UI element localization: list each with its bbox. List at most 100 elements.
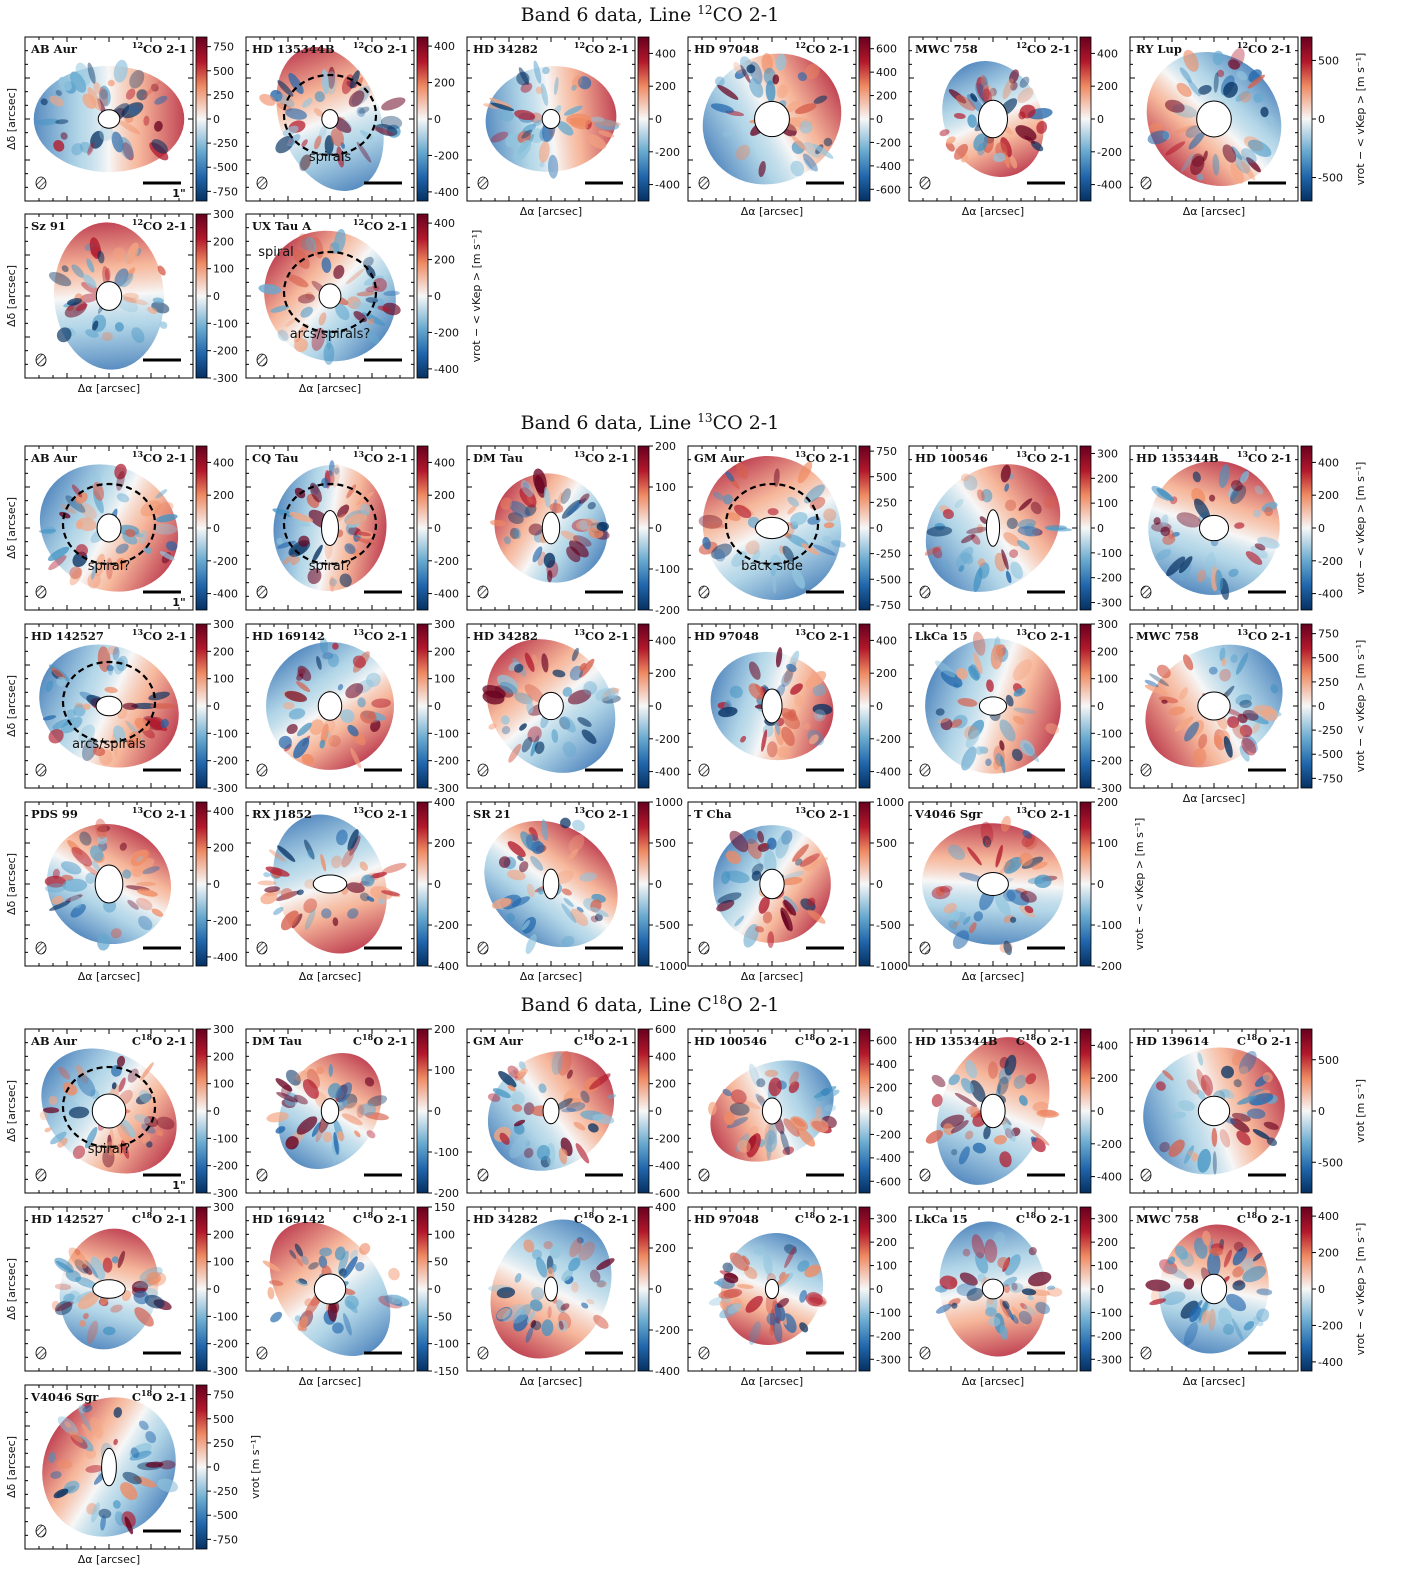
map-feature xyxy=(1024,135,1036,144)
colorbar xyxy=(1300,1028,1313,1194)
map-feature xyxy=(530,128,545,143)
map-feature xyxy=(45,883,67,893)
map-feature xyxy=(111,1256,119,1264)
map-feature xyxy=(740,735,747,743)
map-feature xyxy=(286,723,298,735)
title-part: Band 6 data, Line xyxy=(521,412,698,434)
map-feature xyxy=(773,468,780,487)
map-feature xyxy=(322,1131,333,1143)
map-feature xyxy=(592,1113,615,1125)
map-feature xyxy=(1030,1129,1050,1146)
target-name: HD 142527 xyxy=(31,629,104,643)
line-part: CO 2-1 xyxy=(1027,451,1071,465)
map-feature xyxy=(1205,551,1216,578)
map-feature xyxy=(556,121,574,136)
map-feature xyxy=(799,120,813,134)
x-axis-label: Δα [arcsec] xyxy=(299,970,361,983)
map-feature xyxy=(558,1320,564,1331)
colorbar-tick-label: 750 xyxy=(876,445,897,458)
beam xyxy=(1140,176,1152,190)
target-name: V4046 Sgr xyxy=(30,1390,99,1404)
map-feature xyxy=(372,277,387,292)
map-feature xyxy=(277,329,289,342)
colorbar-tick-label: -400 xyxy=(213,588,238,601)
map-feature xyxy=(552,669,566,678)
map-feature xyxy=(344,1102,359,1110)
map-feature xyxy=(1002,1300,1010,1310)
colorbar-tick-label: 0 xyxy=(876,1283,883,1296)
line-part: CO 2-1 xyxy=(585,629,629,643)
map-feature xyxy=(296,1116,318,1135)
map-feature xyxy=(142,866,160,875)
colorbar-tick-label: -100 xyxy=(1097,727,1122,740)
x-axis-label: Δα [arcsec] xyxy=(299,382,361,395)
title-part: Band 6 data, Line C xyxy=(521,994,712,1016)
map-feature xyxy=(758,896,770,914)
map-feature xyxy=(1231,1318,1244,1341)
map-feature xyxy=(1019,76,1030,88)
map-feature xyxy=(1010,561,1023,579)
target-name: LkCa 15 xyxy=(915,1212,968,1226)
map-feature xyxy=(297,665,312,682)
map-feature xyxy=(125,88,136,100)
line-part: 18 xyxy=(583,1032,595,1042)
map-feature xyxy=(710,103,734,114)
map-feature xyxy=(799,1322,809,1333)
colorbar-tick-label: -400 xyxy=(655,766,680,779)
colorbar-tick-label: -200 xyxy=(213,555,238,568)
map-feature xyxy=(160,718,169,729)
map-feature xyxy=(970,1105,978,1118)
beam xyxy=(477,585,489,599)
map-feature xyxy=(375,123,398,137)
map-feature xyxy=(43,1107,60,1114)
map-feature xyxy=(124,1516,134,1535)
map-feature xyxy=(136,855,144,863)
map-feature xyxy=(1020,1303,1028,1310)
colorbar-tick-label: 300 xyxy=(1097,1213,1118,1226)
map-feature xyxy=(742,1255,751,1265)
panel: HD 142527 C18O 2-1Δδ [arcsec]-300-200-100… xyxy=(5,1201,238,1378)
map-feature xyxy=(1168,706,1186,716)
map-feature xyxy=(1243,1320,1255,1331)
map-feature xyxy=(977,489,985,502)
map-feature xyxy=(568,1257,581,1272)
map-feature xyxy=(985,1307,997,1317)
map-feature xyxy=(82,737,98,761)
central-mask xyxy=(1200,1273,1228,1305)
colorbar-tick-label: 300 xyxy=(876,1213,897,1226)
map-feature xyxy=(498,1070,517,1088)
y-axis-label: Δδ [arcsec] xyxy=(5,853,18,915)
map-feature xyxy=(285,108,308,120)
map-feature xyxy=(567,848,579,861)
line-part: C xyxy=(132,1390,141,1404)
map-feature xyxy=(85,1464,103,1473)
map-feature xyxy=(346,882,365,893)
colorbar-tick-label: -300 xyxy=(876,1353,901,1366)
map-feature xyxy=(138,915,153,931)
map-feature xyxy=(566,1102,586,1112)
map-feature xyxy=(87,62,96,84)
map-feature xyxy=(282,702,295,710)
map-feature xyxy=(1222,144,1237,163)
map-feature xyxy=(362,256,374,268)
map-feature xyxy=(781,726,795,746)
map-feature xyxy=(337,504,350,518)
target-name: MWC 758 xyxy=(1136,629,1199,643)
map-feature xyxy=(319,739,326,749)
map-feature xyxy=(1219,1129,1231,1148)
line-part: CO 2-1 xyxy=(806,807,850,821)
colorbar-tick-label: -200 xyxy=(434,1187,459,1200)
map-feature xyxy=(352,301,375,314)
map-feature xyxy=(984,839,991,848)
map-feature xyxy=(822,535,833,543)
map-feature xyxy=(296,681,311,693)
colorbar-tick-label: 400 xyxy=(655,1050,676,1063)
colorbar xyxy=(416,1206,429,1372)
map-feature xyxy=(295,1279,308,1286)
map-feature xyxy=(965,1059,978,1079)
map-feature xyxy=(1009,549,1019,558)
map-feature xyxy=(794,103,817,114)
line-part: 13 xyxy=(795,627,807,637)
